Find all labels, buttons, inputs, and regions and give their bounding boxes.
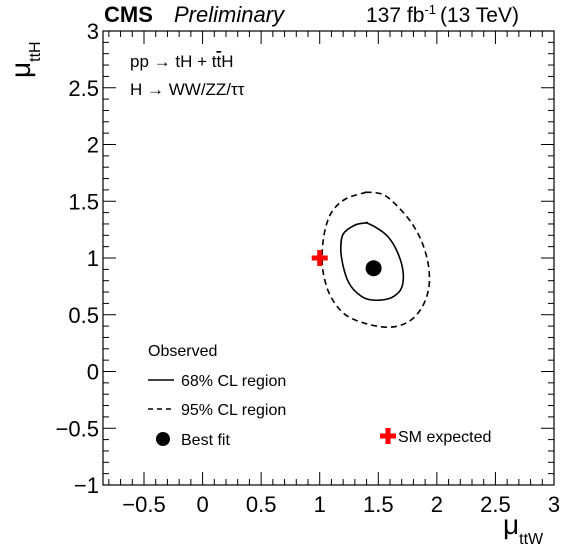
legend-label-68: 68% CL region xyxy=(181,373,286,390)
y-tick-label: 2.5 xyxy=(68,76,99,101)
lumi-exponent: -1 xyxy=(424,2,436,17)
axis-ticks xyxy=(103,30,555,486)
x-tick-label: 3 xyxy=(548,492,560,517)
legend-sm-cross xyxy=(380,428,396,444)
process-line-1: pp → tH + ttH xyxy=(130,52,233,71)
contour-68-line xyxy=(339,221,405,302)
lumi-label: 137 fb-1 (13 TeV) xyxy=(366,2,519,27)
x-axis-title: μttW xyxy=(503,509,544,548)
process-text-pre: pp → tH + t xyxy=(130,52,217,71)
x-tick-label: 2.5 xyxy=(480,492,511,517)
y-tick-label: −0.5 xyxy=(56,416,99,441)
legend-label-95: 95% CL region xyxy=(181,402,286,419)
x-tick-label: −0.5 xyxy=(122,492,165,517)
experiment-label: CMS xyxy=(104,2,153,27)
x-tick-label: 0 xyxy=(196,492,208,517)
x-tick-label: 0.5 xyxy=(246,492,277,517)
x-tick-label: 1 xyxy=(314,492,326,517)
contour-series xyxy=(321,190,431,329)
y-tick-label: 0 xyxy=(87,360,99,385)
process-line-2: H → WW/ZZ/ττ xyxy=(130,80,245,99)
y-tick-label: 2 xyxy=(87,133,99,158)
sm-expected-point xyxy=(311,250,328,266)
process-text-post: H xyxy=(221,52,233,71)
markers xyxy=(311,250,382,277)
x-tick-label: 2 xyxy=(431,492,443,517)
lumi-value: 137 fb xyxy=(366,4,424,27)
legend-bestfit-marker xyxy=(156,432,170,446)
x-axis-symbol: μ xyxy=(503,509,519,540)
legend-sm-marker xyxy=(380,428,396,444)
legend-sm-cross-v xyxy=(385,428,391,444)
sm-expected-point-v xyxy=(317,250,323,266)
process-text-tbar: t xyxy=(216,52,221,71)
best-fit-point xyxy=(365,260,382,277)
legend-label-bestfit: Best fit xyxy=(181,432,230,449)
legend-header: Observed xyxy=(148,343,217,360)
legend-label-sm: SM expected xyxy=(398,429,491,446)
y-axis-title: μttH xyxy=(5,41,44,78)
y-tick-label: 1 xyxy=(87,246,99,271)
legend: Observed 68% CL region 95% CL region Bes… xyxy=(148,343,491,449)
x-tick-labels: −0.5 0 0.5 1 1.5 2 2.5 3 xyxy=(122,492,560,517)
y-tick-labels: −1 −0.5 0 0.5 1 1.5 2 2.5 3 xyxy=(56,19,99,498)
y-tick-label: 0.5 xyxy=(68,303,99,328)
y-tick-label: 1.5 xyxy=(68,189,99,214)
x-axis-subscript: ttW xyxy=(519,531,544,548)
energy-label: (13 TeV) xyxy=(440,4,519,27)
y-axis-subscript: ttH xyxy=(27,41,44,61)
status-label: Preliminary xyxy=(174,2,286,27)
y-tick-label: 3 xyxy=(87,19,99,44)
contour-95-line xyxy=(321,190,431,329)
y-axis-symbol: μ xyxy=(5,62,36,78)
plot-frame xyxy=(102,30,555,486)
x-tick-label: 1.5 xyxy=(363,492,394,517)
y-tick-label: −1 xyxy=(74,473,99,498)
